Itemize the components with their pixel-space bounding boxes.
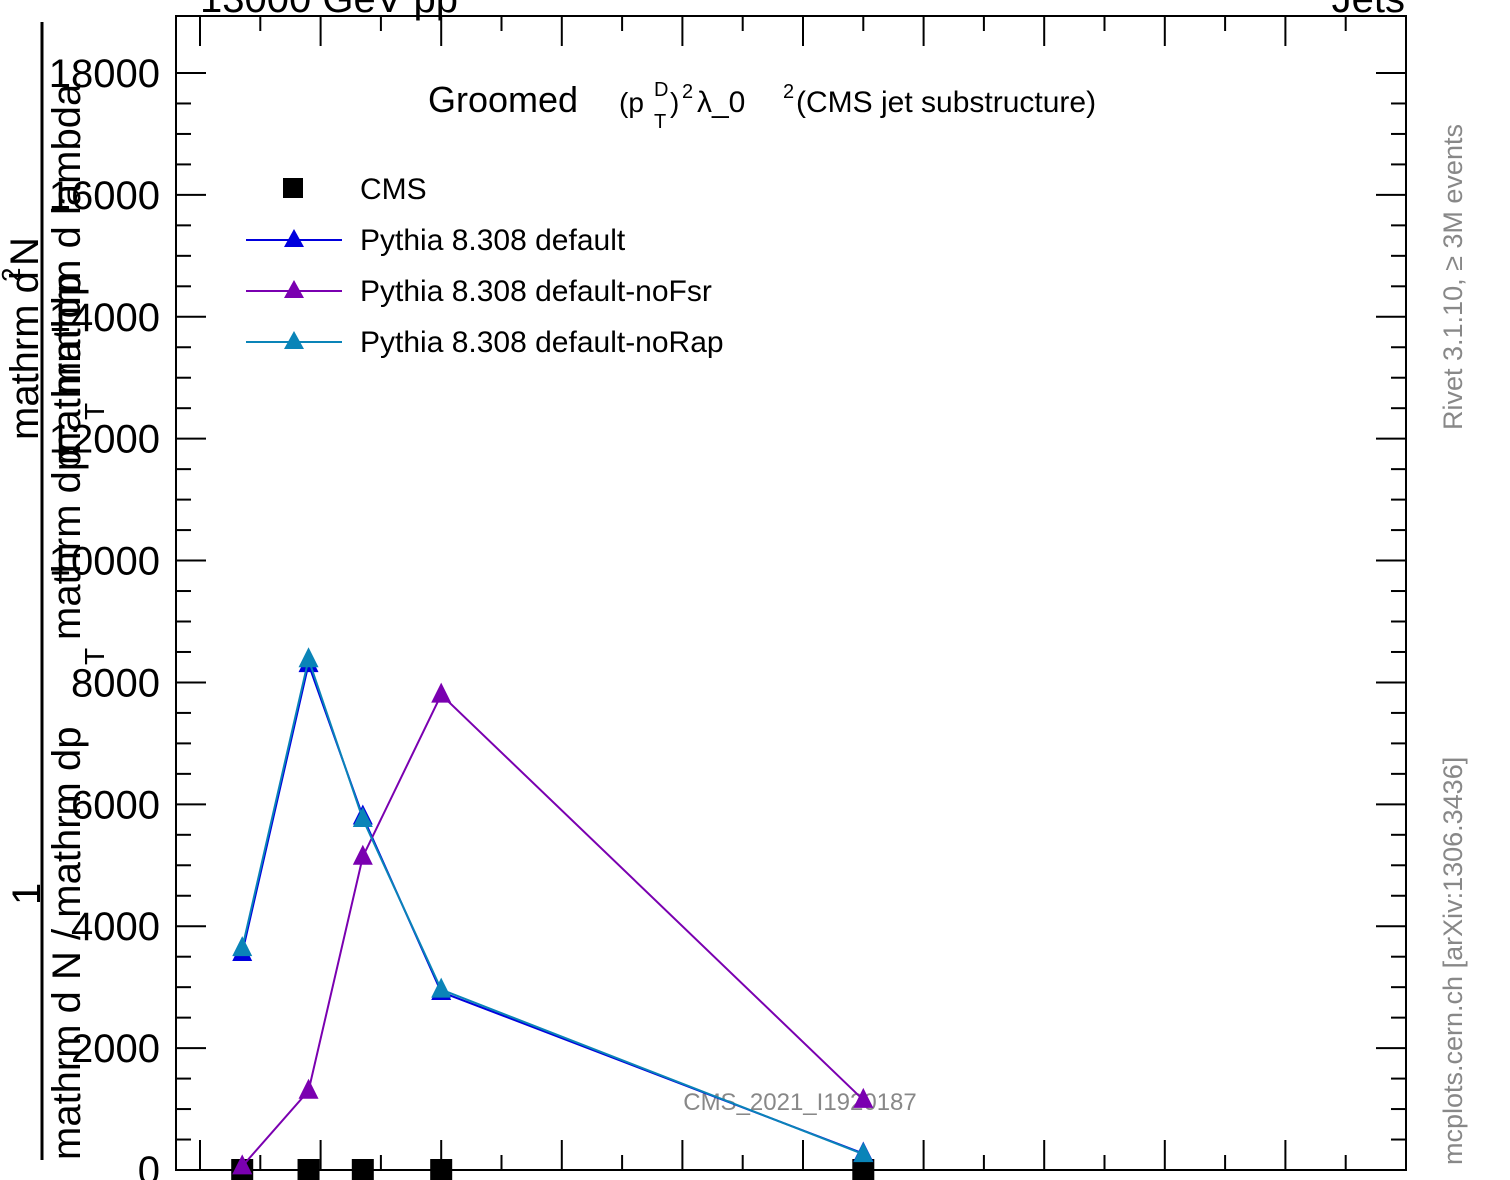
header-left-label: 13000 GeV pp bbox=[200, 0, 458, 21]
series-pythia-8-308-default-norap bbox=[232, 647, 874, 1163]
title-sup-2b: 2 bbox=[783, 81, 794, 103]
y-tick-label: 8000 bbox=[71, 661, 160, 705]
ylabel-denominator-sub: T bbox=[79, 648, 110, 665]
series-layer bbox=[231, 647, 875, 1180]
ylabel-line2-n: N bbox=[3, 237, 47, 266]
ylabel-denominator: mathrm d N / mathrm dp bbox=[45, 727, 89, 1160]
y-tick-label: 16000 bbox=[49, 174, 160, 218]
ylabel-denominator-rest: mathrm dp bbox=[45, 449, 89, 640]
series-cms bbox=[231, 1159, 875, 1180]
series-pythia-8-308-default-nofsr bbox=[232, 682, 874, 1175]
data-point-pythia-8-308-default-norap bbox=[232, 936, 253, 957]
ylabel-line3-rest: mathrm d lambda bbox=[45, 83, 89, 395]
data-point-cms bbox=[297, 1159, 320, 1180]
data-point-pythia-8-308-default-nofsr bbox=[431, 682, 452, 703]
analysis-watermark: CMS_2021_I1920187 bbox=[683, 1089, 917, 1116]
y-tick-label: 6000 bbox=[71, 783, 160, 827]
title-groomed: Groomed bbox=[428, 79, 578, 120]
data-point-pythia-8-308-default-norap bbox=[431, 977, 452, 998]
y-tick-label: 4000 bbox=[71, 905, 160, 949]
legend-marker-nofsr bbox=[284, 280, 304, 298]
legend-label-default: Pythia 8.308 default bbox=[360, 224, 626, 257]
ylabel-line3-sub: T bbox=[79, 403, 110, 420]
title-lambda: λ_0 bbox=[697, 86, 745, 119]
ylabel-numerator: 1 bbox=[5, 883, 49, 905]
y-tick-label: 2000 bbox=[71, 1027, 160, 1071]
chart-title: Groomed (p D T ) 2 λ_0 2 (CMS jet substr… bbox=[428, 79, 1096, 133]
data-point-pythia-8-308-default-norap bbox=[298, 647, 319, 668]
legend-label-cms: CMS bbox=[360, 173, 427, 206]
y-tick-label: 14000 bbox=[49, 296, 160, 340]
data-point-pythia-8-308-default-norap bbox=[853, 1142, 874, 1163]
data-point-pythia-8-308-default-nofsr bbox=[298, 1078, 319, 1099]
y-tick-label: 10000 bbox=[49, 540, 160, 584]
legend-label-nofsr: Pythia 8.308 default-noFsr bbox=[360, 275, 712, 308]
title-sup-2: 2 bbox=[682, 81, 693, 103]
ylabel-line2: mathrm d bbox=[3, 271, 47, 440]
side-label-mcplots: mcplots.cern.ch [arXiv:1306.3436] bbox=[1438, 757, 1468, 1165]
title-sub-t: T bbox=[654, 111, 666, 133]
data-point-cms bbox=[351, 1159, 374, 1180]
ylabel-line2-sup: 2 bbox=[0, 268, 26, 282]
y-tick-label: 12000 bbox=[49, 418, 160, 462]
header-right-label: Jets bbox=[1332, 0, 1405, 21]
legend: CMS Pythia 8.308 default Pythia 8.308 de… bbox=[246, 173, 724, 359]
y-tick-label: 0 bbox=[138, 1149, 160, 1180]
legend-label-norap: Pythia 8.308 default-noRap bbox=[360, 326, 724, 359]
side-label-rivet: Rivet 3.1.10, ≥ 3M events bbox=[1438, 124, 1468, 430]
title-p: (p bbox=[619, 87, 644, 118]
legend-marker-norap bbox=[284, 331, 304, 349]
legend-marker-default bbox=[284, 229, 304, 247]
y-tick-label: 18000 bbox=[49, 52, 160, 96]
y-axis-label: 1 mathrm d N / mathrm dp T mathrm dp mat… bbox=[0, 22, 110, 1160]
title-close: ) bbox=[670, 87, 679, 118]
title-sup-d: D bbox=[654, 79, 668, 101]
series-pythia-8-308-default bbox=[232, 652, 874, 1162]
data-point-cms bbox=[430, 1159, 453, 1180]
y-tick-labels: 0 2000 4000 6000 8000 10000 12000 14000 16000 180… bbox=[49, 52, 160, 1180]
data-point-pythia-8-308-default-nofsr bbox=[853, 1087, 874, 1108]
legend-marker-cms bbox=[283, 178, 303, 198]
data-point-pythia-8-308-default-norap bbox=[352, 806, 373, 827]
data-point-pythia-8-308-default-nofsr bbox=[352, 844, 373, 865]
series-line-pythia-8-308-default-norap bbox=[241, 655, 864, 1156]
data-point-cms bbox=[852, 1159, 875, 1180]
plot-frame bbox=[175, 15, 1407, 1171]
title-rest: (CMS jet substructure) bbox=[796, 86, 1096, 119]
data-point-pythia-8-308-default-nofsr bbox=[232, 1154, 253, 1175]
ylabel-line3: mathrm dp bbox=[45, 274, 89, 465]
